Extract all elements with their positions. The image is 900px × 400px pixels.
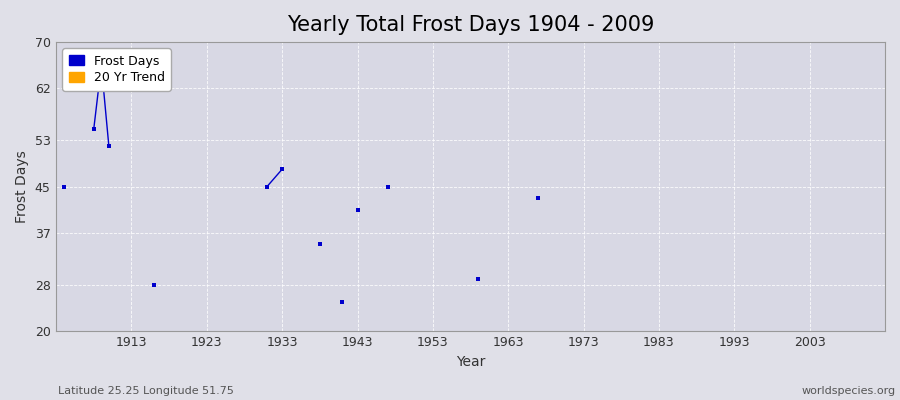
Y-axis label: Frost Days: Frost Days	[15, 150, 29, 223]
Point	[147, 282, 161, 288]
Point	[102, 143, 116, 149]
Point	[275, 166, 290, 172]
Point	[471, 276, 485, 282]
X-axis label: Year: Year	[456, 355, 485, 369]
Point	[531, 195, 545, 201]
Point	[57, 183, 71, 190]
Point	[312, 241, 327, 248]
Text: Latitude 25.25 Longitude 51.75: Latitude 25.25 Longitude 51.75	[58, 386, 234, 396]
Point	[336, 299, 350, 305]
Point	[260, 183, 274, 190]
Text: worldspecies.org: worldspecies.org	[801, 386, 896, 396]
Point	[350, 206, 365, 213]
Point	[86, 126, 101, 132]
Title: Yearly Total Frost Days 1904 - 2009: Yearly Total Frost Days 1904 - 2009	[287, 15, 654, 35]
Point	[94, 62, 109, 68]
Legend: Frost Days, 20 Yr Trend: Frost Days, 20 Yr Trend	[62, 48, 171, 91]
Point	[381, 183, 395, 190]
